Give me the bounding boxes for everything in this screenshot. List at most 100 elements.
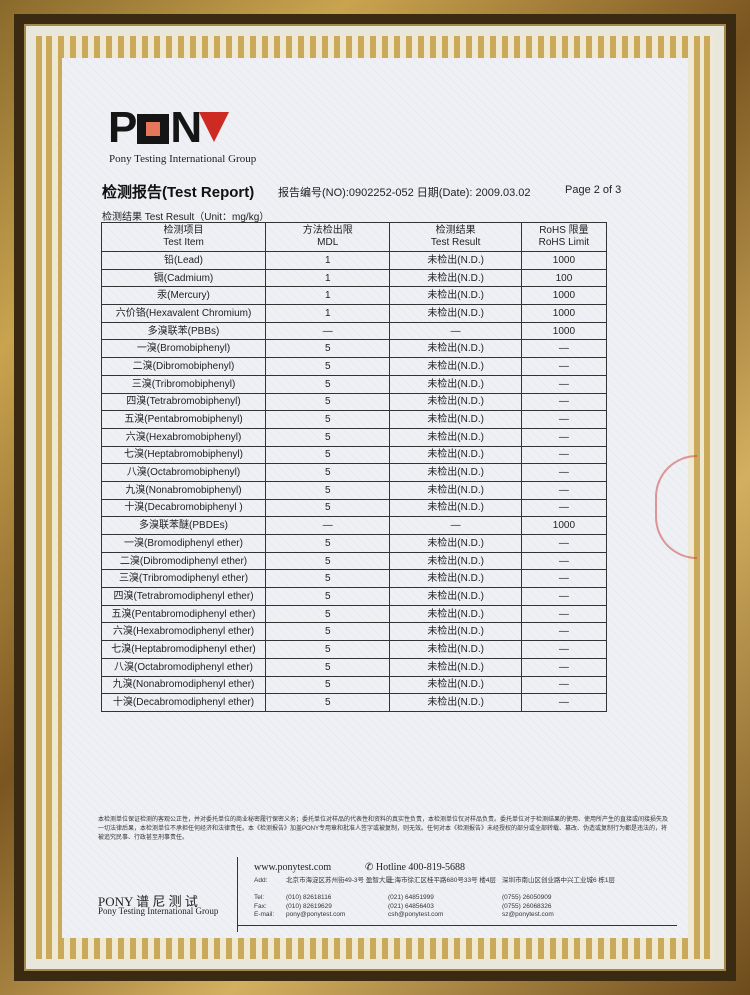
office-fax: (021) 64856403: [388, 902, 434, 910]
hotline-text: Hotline 400-819-5688: [375, 862, 466, 873]
column-header: 检测项目 Test Item: [100, 222, 267, 252]
office-email: pony@ponytest.com: [286, 911, 346, 918]
mdl: 1: [265, 268, 391, 288]
rohs-limit: 1000: [520, 516, 608, 535]
table-row: 铅(Lead) 1 未检出(N.D.) 1000: [100, 251, 608, 270]
test-item: 五溴(Pentabromodiphenyl ether): [100, 604, 267, 624]
test-result: 未检出(N.D.): [389, 286, 522, 306]
table-row: 七溴(Heptabromodiphenyl ether) 5 未检出(N.D.) —: [100, 640, 608, 659]
table-row: 六溴(Hexabromobiphenyl) 5 未检出(N.D.) —: [100, 427, 608, 447]
header-text: 检测项目: [163, 225, 204, 236]
footer-brand-sub: Pony Testing International Group: [98, 906, 219, 916]
rohs-limit: —: [520, 551, 608, 571]
test-result: 未检出(N.D.): [389, 410, 522, 429]
rohs-limit: —: [520, 657, 608, 677]
test-result: 未检出(N.D.): [389, 551, 522, 571]
header-text: 检测结果: [435, 225, 476, 236]
test-result: 未检出(N.D.): [389, 675, 522, 695]
table-row: 镉(Cadmium) 1 未检出(N.D.) 100: [100, 268, 608, 288]
test-item: 八溴(Octabromodiphenyl ether): [100, 657, 267, 677]
table-row: 五溴(Pentabromobiphenyl) 5 未检出(N.D.) —: [100, 410, 608, 429]
table-row: 二溴(Dibromodiphenyl ether) 5 未检出(N.D.) —: [100, 551, 608, 571]
mdl: 5: [265, 410, 391, 429]
test-result: 未检出(N.D.): [389, 392, 522, 412]
rohs-limit: 100: [520, 268, 608, 288]
test-item: 九溴(Nonabromodiphenyl ether): [100, 675, 267, 695]
test-item: 六价铬(Hexavalent Chromium): [100, 304, 267, 323]
test-item: 二溴(Dibromodiphenyl ether): [100, 551, 267, 571]
rohs-limit: —: [520, 427, 608, 447]
rohs-limit: 1000: [520, 304, 608, 323]
mdl: 5: [265, 392, 391, 412]
table-row: 一溴(Bromobiphenyl) 5 未检出(N.D.) —: [100, 339, 608, 359]
test-result: —: [389, 516, 522, 535]
rohs-limit: —: [520, 569, 608, 589]
test-item: 多溴联苯(PBBs): [100, 321, 267, 341]
mdl: 5: [265, 569, 391, 589]
rohs-limit: —: [520, 587, 608, 606]
table-row: 四溴(Tetrabromobiphenyl) 5 未检出(N.D.) —: [100, 392, 608, 412]
test-item: 十溴(Decabromobiphenyl ): [100, 498, 267, 518]
mdl: 5: [265, 693, 391, 712]
rohs-limit: —: [520, 534, 608, 553]
rohs-limit: —: [520, 480, 608, 500]
mdl: 5: [265, 622, 391, 642]
mdl: 5: [265, 640, 391, 659]
mdl: 5: [265, 463, 391, 482]
test-result: 未检出(N.D.): [389, 304, 522, 323]
test-item: 九溴(Nonabromobiphenyl): [100, 480, 267, 500]
mdl: 5: [265, 675, 391, 695]
report-date: 日期(Date): 2009.03.02: [416, 187, 531, 199]
hotline: ✆ Hotline 400-819-5688: [365, 862, 465, 873]
office-fax: (010) 82619629: [286, 902, 332, 910]
test-item: 多溴联苯醚(PBDEs): [100, 516, 267, 535]
test-result: 未检出(N.D.): [389, 427, 522, 447]
mdl: 5: [265, 604, 391, 624]
office-tel: (010) 82618116: [286, 894, 332, 901]
table-row: 一溴(Bromodiphenyl ether) 5 未检出(N.D.) —: [100, 534, 608, 553]
rohs-limit: —: [520, 640, 608, 659]
office-email: sz@ponytest.com: [502, 911, 554, 918]
table-row: 五溴(Pentabromodiphenyl ether) 5 未检出(N.D.) —: [100, 604, 608, 624]
header-text: 方法检出限: [302, 225, 353, 236]
table-row: 三溴(Tribromobiphenyl) 5 未检出(N.D.) —: [100, 374, 608, 394]
table-row: 十溴(Decabromodiphenyl ether) 5 未检出(N.D.) —: [100, 693, 608, 712]
test-result: 未检出(N.D.): [389, 604, 522, 624]
test-item: 四溴(Tetrabromobiphenyl): [100, 392, 267, 412]
mdl: 5: [265, 587, 391, 606]
test-item: 一溴(Bromobiphenyl): [100, 339, 267, 359]
mdl: —: [265, 321, 391, 341]
test-item: 五溴(Pentabromobiphenyl): [100, 410, 267, 429]
mdl: 5: [265, 498, 391, 518]
test-item: 一溴(Bromodiphenyl ether): [100, 534, 267, 553]
test-result: 未检出(N.D.): [389, 569, 522, 589]
website: www.ponytest.com: [254, 862, 332, 873]
rohs-limit: —: [520, 374, 608, 394]
test-item: 镉(Cadmium): [100, 268, 267, 288]
report-title: 检测报告(Test Report): [102, 184, 255, 201]
rohs-limit: —: [520, 498, 608, 518]
table-row: 二溴(Dibromobiphenyl) 5 未检出(N.D.) —: [100, 357, 608, 376]
test-result: 未检出(N.D.): [389, 657, 522, 677]
label-email: E-mail:: [254, 911, 275, 918]
office-beijing: 北京市海淀区苏州街49-3号 盈智大厦 (010) 82618116 (010)…: [286, 877, 396, 920]
test-result: 未检出(N.D.): [389, 268, 522, 288]
test-item: 铅(Lead): [100, 251, 267, 270]
office-tel: (0755) 26050909: [502, 894, 552, 901]
mdl: 5: [265, 374, 391, 394]
test-result: 未检出(N.D.): [389, 498, 522, 518]
table-row: 多溴联苯醚(PBDEs) — —1000: [100, 516, 608, 535]
test-result: 未检出(N.D.): [389, 445, 522, 465]
column-header: 检测结果 Test Result: [389, 222, 522, 252]
table-row: 十溴(Decabromobiphenyl ) 5 未检出(N.D.) —: [100, 498, 608, 518]
table-row: 六价铬(Hexavalent Chromium) 1 未检出(N.D.) 1000: [100, 304, 608, 323]
test-result: 未检出(N.D.): [389, 251, 522, 270]
table-row: 六溴(Hexabromodiphenyl ether) 5 未检出(N.D.) —: [100, 622, 608, 642]
rohs-limit: 1000: [520, 321, 608, 341]
table-row: 八溴(Octabromobiphenyl) 5 未检出(N.D.) —: [100, 463, 608, 482]
report-meta: 报告编号(NO):0902252-052 日期(Date): 2009.03.0…: [278, 184, 531, 200]
mdl: 5: [265, 357, 391, 376]
test-item: 四溴(Tetrabromodiphenyl ether): [100, 587, 267, 606]
test-result: 未检出(N.D.): [389, 374, 522, 394]
